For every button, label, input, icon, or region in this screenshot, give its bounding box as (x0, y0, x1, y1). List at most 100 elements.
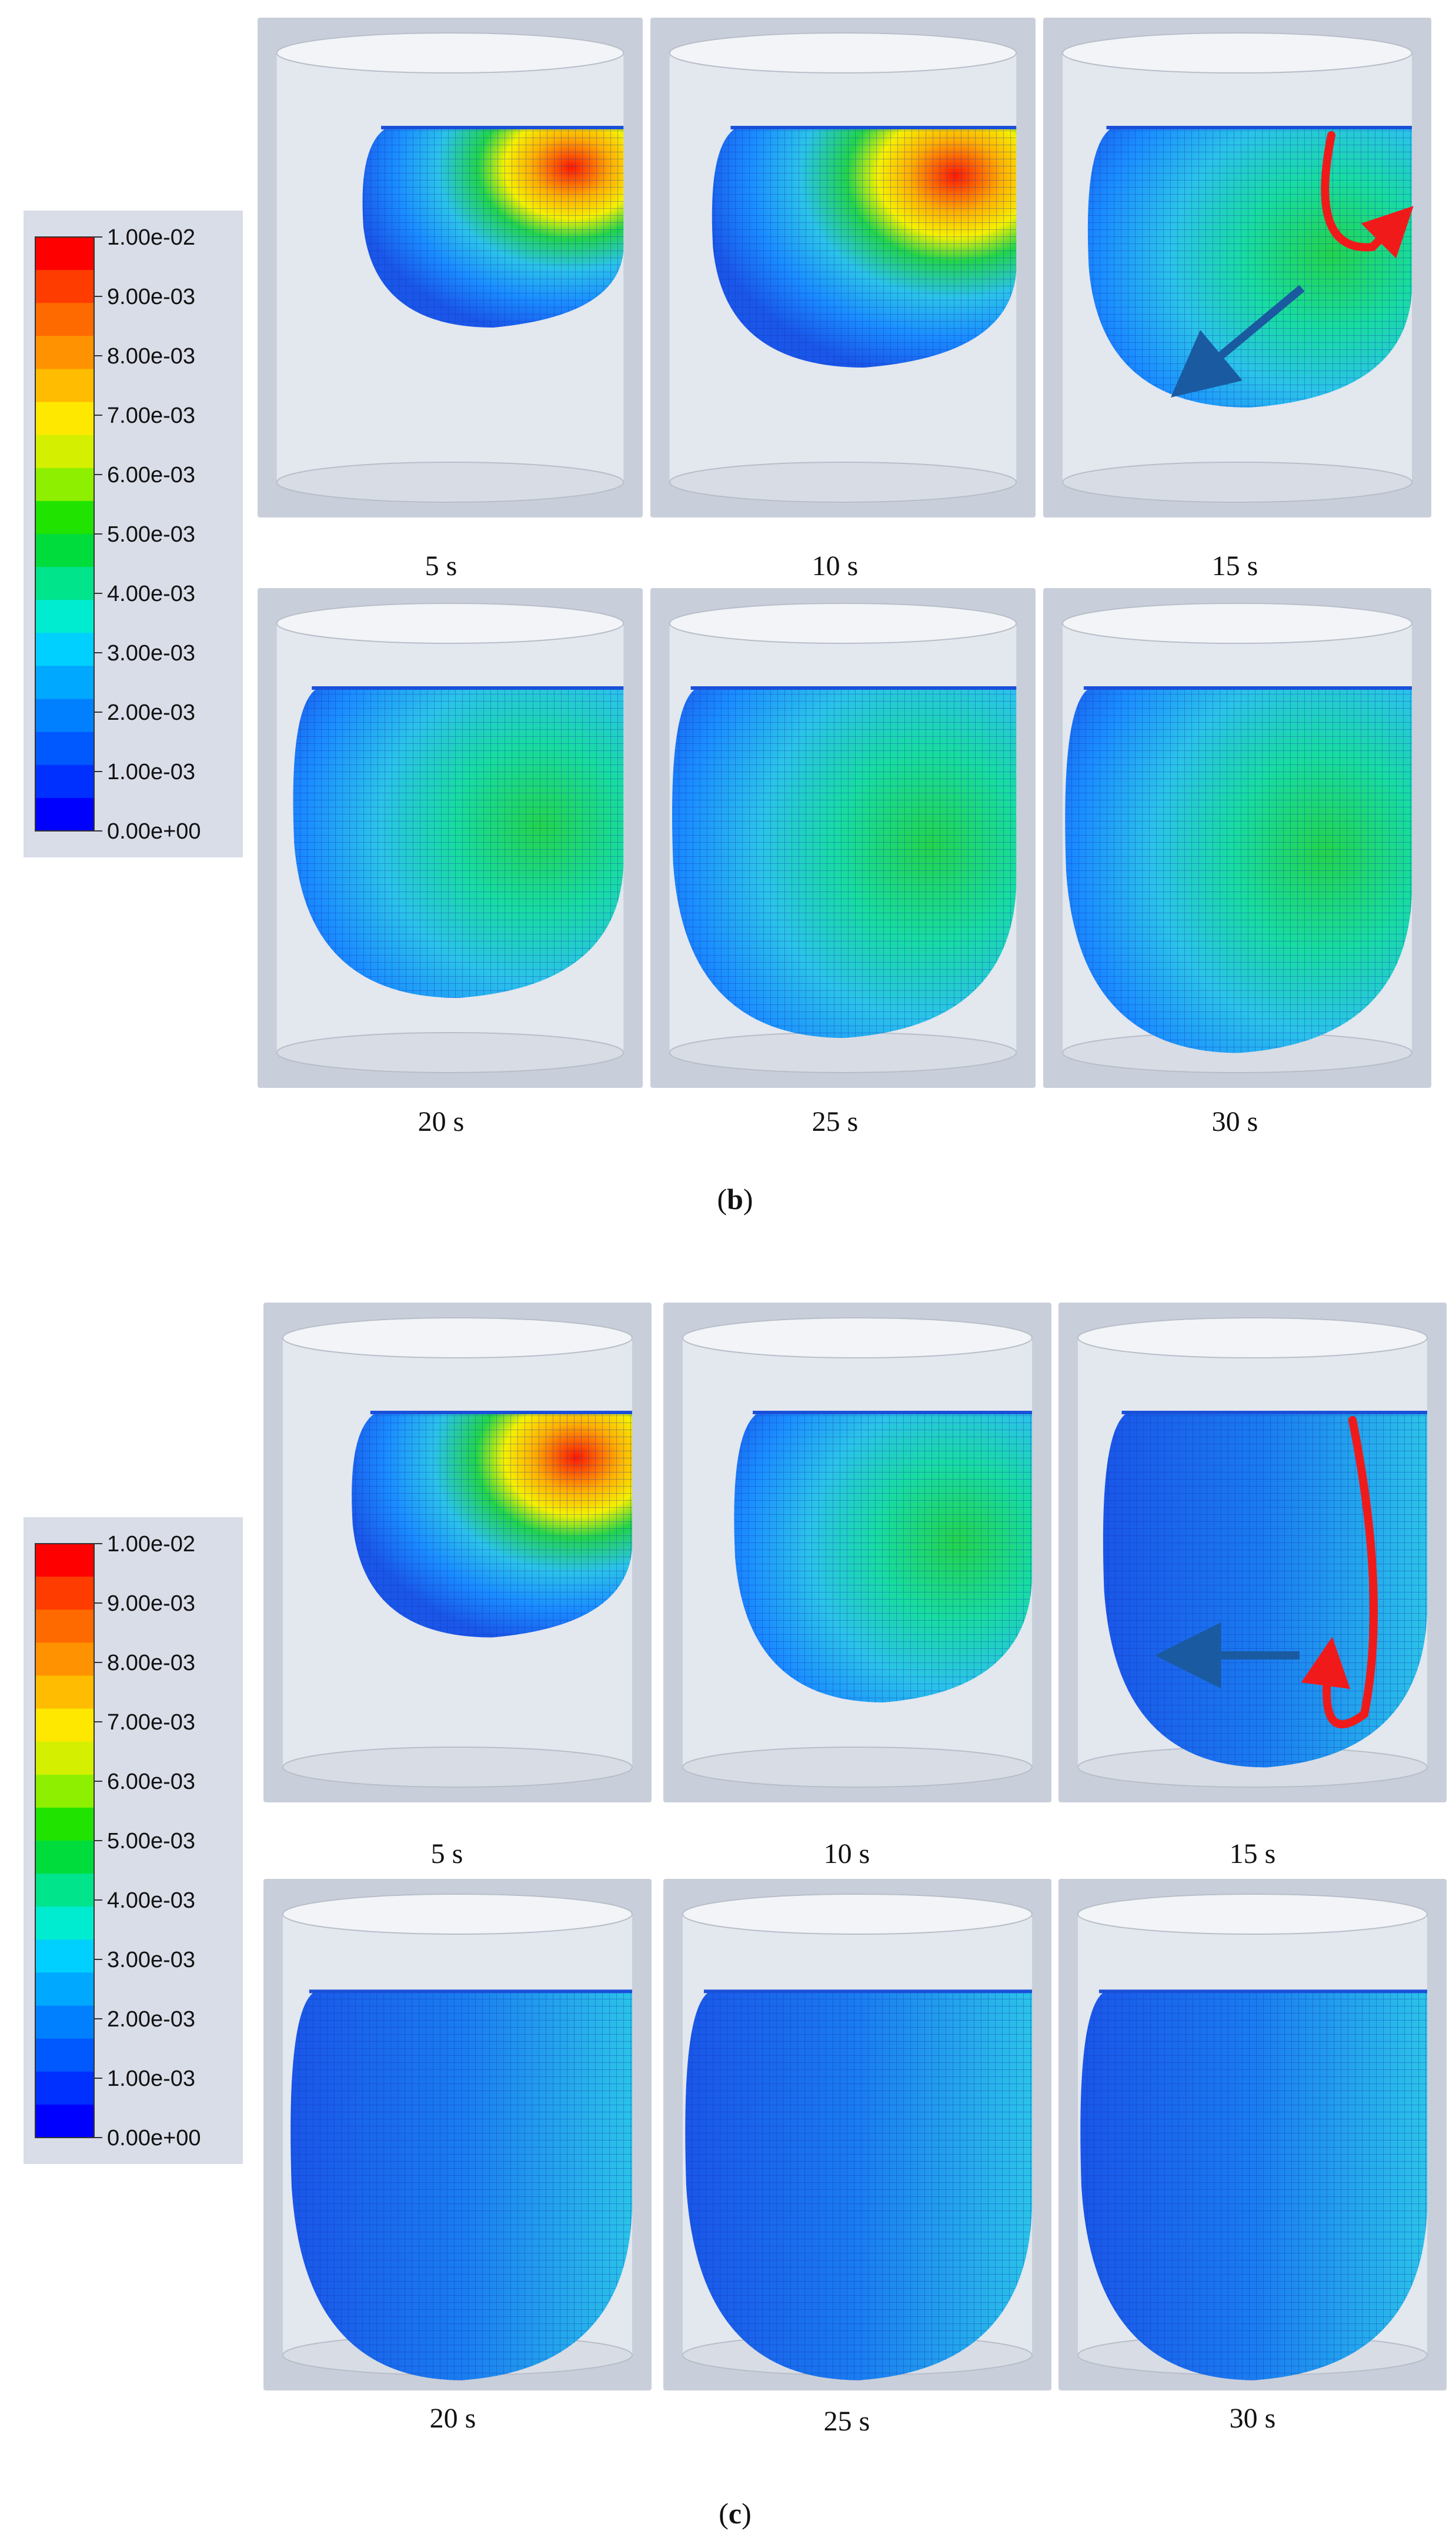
legend-c-swatch-11 (35, 1906, 94, 1940)
frame-c-25s-image (682, 1894, 1033, 2380)
time-label-b-20s: 20 s (418, 1106, 465, 1137)
legend-b-swatch-14 (35, 699, 94, 733)
legend-c-swatch-2 (35, 1610, 94, 1643)
frame-c-30s-image (1077, 1894, 1428, 2380)
time-label-c-15s: 15 s (1229, 1838, 1276, 1869)
legend-c-swatch-8 (35, 1807, 94, 1841)
legend-c-swatch-16 (35, 2071, 94, 2105)
colorbar-legend-b: 1.00e-02 9.00e-03 8.00e-03 7.00e-03 6.00e-03… (24, 211, 243, 857)
frame-c-20s (263, 1879, 652, 2390)
legend-c-tick-label: 2.00e-03 (107, 2007, 195, 2032)
frame-b-5s (258, 18, 643, 517)
legend-b-tick-label: 0.00e+00 (107, 819, 201, 844)
legend-b-swatch-17 (35, 797, 94, 832)
frame-c-15s-image (1077, 1317, 1428, 1788)
frame-c-20s-image (282, 1894, 633, 2380)
frame-b-15s (1043, 18, 1431, 517)
legend-b-swatch-7 (35, 468, 94, 502)
legend-b-swatch-11 (35, 600, 94, 633)
legend-b-swatch-9 (35, 534, 94, 567)
legend-c-swatch-6 (35, 1741, 94, 1775)
legend-b-tick-label: 3.00e-03 (107, 641, 195, 666)
legend-b-swatch-15 (35, 732, 94, 766)
frame-c-10s-image (682, 1317, 1033, 1788)
legend-b-tick-label: 1.00e-03 (107, 760, 195, 784)
legend-b-swatch-0 (35, 237, 94, 271)
legend-c-swatch-3 (35, 1642, 94, 1676)
legend-c-swatch-0 (35, 1544, 94, 1577)
legend-b-swatch-16 (35, 764, 94, 799)
panel-label-c: (c) (719, 2497, 752, 2530)
legend-b-swatch-2 (35, 303, 94, 336)
frame-b-20s (258, 588, 643, 1088)
colorbar-b-svg: 1.00e-02 9.00e-03 8.00e-03 7.00e-03 6.00e-03… (35, 225, 201, 844)
time-label-c-10s: 10 s (823, 1838, 870, 1869)
colorbar-c-svg: 1.00e-02 9.00e-03 8.00e-03 7.00e-03 6.00e-03… (35, 1532, 201, 2151)
frame-c-5s (263, 1303, 652, 1802)
legend-c-tick-label: 4.00e-03 (107, 1888, 195, 1913)
time-label-b-10s: 10 s (812, 550, 859, 582)
legend-c-swatch-12 (35, 1939, 94, 1973)
legend-b-tick-label: 7.00e-03 (107, 403, 195, 428)
frame-b-25s-image (669, 603, 1017, 1073)
legend-b-swatch-13 (35, 666, 94, 700)
legend-c-tick-label: 9.00e-03 (107, 1591, 195, 1616)
frame-b-20s-image (276, 603, 625, 1073)
time-label-c-5s: 5 s (430, 1838, 463, 1869)
legend-c-tick-label: 7.00e-03 (107, 1710, 195, 1735)
legend-b-swatch-6 (35, 435, 94, 469)
legend-c-swatch-17 (35, 2104, 94, 2138)
legend-b-swatch-5 (35, 402, 94, 436)
time-label-b-15s: 15 s (1211, 550, 1258, 582)
legend-b-tick-label: 1.00e-02 (107, 225, 195, 250)
legend-b-swatch-8 (35, 500, 94, 535)
legend-c-tick-label: 8.00e-03 (107, 1651, 195, 1675)
time-label-b-25s: 25 s (812, 1106, 859, 1137)
legend-c-swatch-1 (35, 1577, 94, 1610)
legend-c-tick-label: 1.00e-03 (107, 2066, 195, 2091)
legend-b-swatch-1 (35, 270, 94, 303)
legend-c-swatch-4 (35, 1675, 94, 1709)
legend-c-tick-label: 6.00e-03 (107, 1769, 195, 1794)
legend-b-tick-label: 9.00e-03 (107, 285, 195, 309)
frame-b-30s-image (1062, 603, 1412, 1073)
legend-b-swatch-12 (35, 633, 94, 666)
legend-c-swatch-9 (35, 1841, 94, 1874)
legend-b-tick-label: 6.00e-03 (107, 463, 195, 488)
frame-b-10s-image (669, 32, 1017, 503)
legend-b-tick-label: 5.00e-03 (107, 522, 195, 547)
legend-c-tick-label: 3.00e-03 (107, 1948, 195, 1972)
frame-c-5s-image (282, 1317, 633, 1788)
legend-c-swatch-15 (35, 2038, 94, 2072)
legend-c-swatch-10 (35, 1874, 94, 1907)
legend-c-swatch-5 (35, 1708, 94, 1742)
time-label-c-30s: 30 s (1229, 2403, 1276, 2434)
blue-arrow-icon (1170, 285, 1305, 398)
frame-b-5s-image (276, 32, 625, 503)
frame-b-10s (650, 18, 1036, 517)
panel-label-b: (b) (717, 1183, 753, 1216)
frame-c-30s (1058, 1879, 1447, 2390)
frame-b-15s-image (1062, 32, 1414, 503)
legend-c-tick-label: 0.00e+00 (107, 2126, 201, 2151)
frame-c-15s (1058, 1303, 1447, 1802)
frame-b-30s (1043, 588, 1431, 1088)
legend-b-swatch-3 (35, 336, 94, 369)
red-arrow-icon (1301, 1416, 1378, 1729)
legend-b-tick-label: 8.00e-03 (107, 344, 195, 369)
legend-c-tick-label: 1.00e-02 (107, 1532, 195, 1557)
legend-b-tick-label: 4.00e-03 (107, 582, 195, 606)
time-label-c-25s: 25 s (823, 2406, 870, 2437)
time-label-b-30s: 30 s (1211, 1106, 1258, 1137)
legend-c-swatch-7 (35, 1774, 94, 1808)
frame-c-25s (663, 1879, 1051, 2390)
time-label-b-5s: 5 s (425, 550, 457, 582)
frame-b-25s (650, 588, 1036, 1088)
legend-b-swatch-4 (35, 369, 94, 403)
legend-c-swatch-14 (35, 2005, 94, 2039)
colorbar-legend-c: 1.00e-02 9.00e-03 8.00e-03 7.00e-03 6.00e-03… (24, 1517, 243, 2164)
red-arrow-icon (1321, 131, 1414, 259)
legend-c-swatch-13 (35, 1972, 94, 2006)
time-label-c-20s: 20 s (429, 2403, 476, 2434)
legend-b-tick-label: 2.00e-03 (107, 700, 195, 725)
